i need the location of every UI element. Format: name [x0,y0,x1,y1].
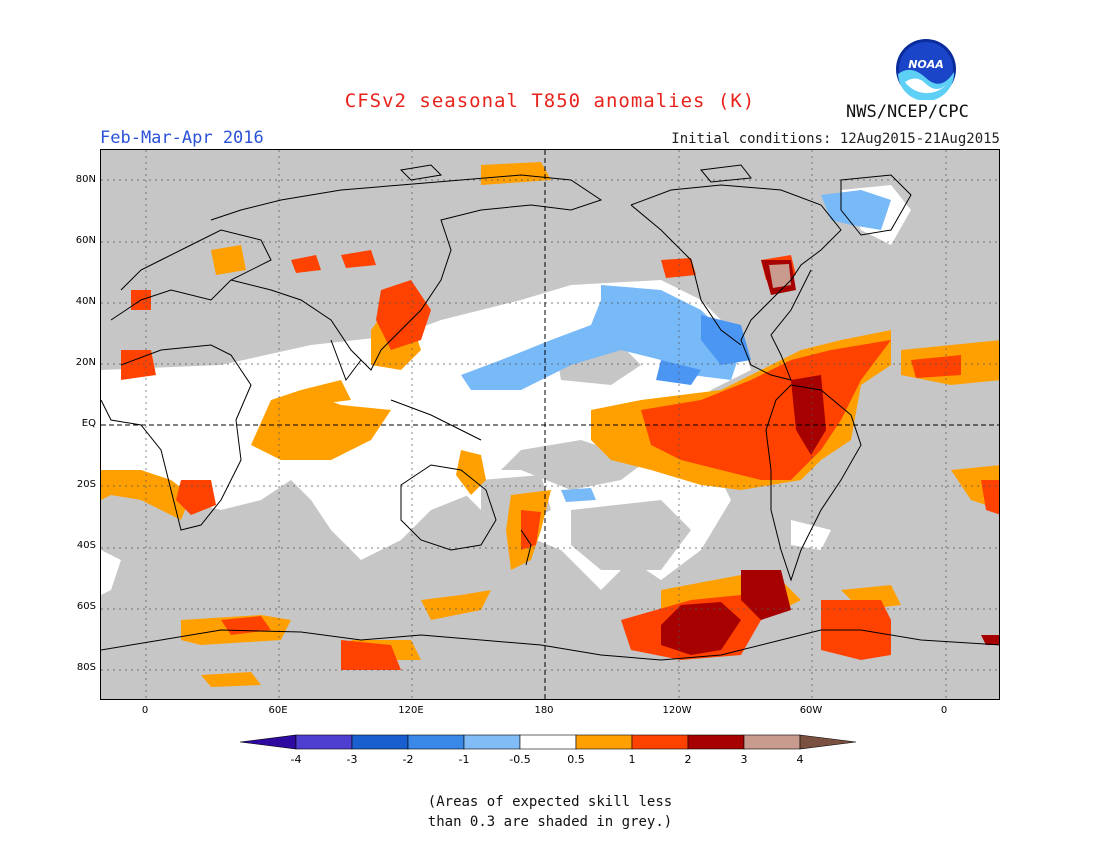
colorbar-cell [295,734,353,750]
colorbar: -4 -3 -2 -1 -0.5 0.5 1 2 3 4 [239,734,857,766]
lon-tick-label: 60E [268,705,288,716]
coastlines [101,164,999,661]
colorbar-cell [519,734,577,750]
season-label: Feb-Mar-Apr 2016 [100,128,264,148]
colorbar-label: -0.5 [509,753,530,766]
footnote-line-1: (Areas of expected skill less [427,794,673,810]
lon-tick-label: 120W [662,705,692,716]
anomaly-map [100,149,1000,700]
lat-tick-label: 40S [76,540,96,551]
colorbar-arrow-right [799,734,857,750]
colorbar-label: -4 [291,753,302,766]
colorbar-labels: -4 -3 -2 -1 -0.5 0.5 1 2 3 4 [291,753,804,766]
colorbar-label: -3 [347,753,358,766]
agency-label: NWS/NCEP/CPC [846,102,969,122]
colorbar-cell [743,734,801,750]
lat-tick-label: 20N [75,357,96,368]
map-title: CFSv2 seasonal T850 anomalies (K) [344,90,756,112]
noaa-logo: NOAA [896,39,956,100]
logo-text: NOAA [908,58,944,71]
main-axes [101,150,999,699]
lon-tick-label: 60W [799,705,823,716]
map-canvas [101,150,999,699]
lat-tick-label: 60S [76,601,96,612]
lat-tick-label: EQ [81,418,96,429]
lon-tick-label: 0 [940,705,948,716]
colorbar-cell [407,734,465,750]
colorbar-label: 4 [797,753,804,766]
lat-tick-label: 80S [76,662,96,673]
pink-anomalies [769,264,791,288]
graticule [101,150,999,699]
colorbar-label: 3 [741,753,748,766]
lat-tick-label: 60N [75,235,96,246]
colorbar-label: 0.5 [567,753,585,766]
lon-tick-label: 180 [534,705,554,716]
colorbar-cell [463,734,521,750]
colorbar-label: -1 [459,753,470,766]
initial-conditions-label: Initial conditions: 12Aug2015-21Aug2015 [671,131,1000,147]
lat-tick-label: 80N [75,174,96,185]
colorbar-cell [351,734,409,750]
colorbar-cell [687,734,745,750]
colorbar-cells [239,734,857,750]
footnote-line-2: than 0.3 are shaded in grey.) [427,814,673,830]
colorbar-label: -2 [403,753,414,766]
footnote: (Areas of expected skill less than 0.3 a… [0,792,1100,832]
lat-tick-label: 20S [76,479,96,490]
colorbar-cell [631,734,689,750]
colorbar-arrow-left [239,734,297,750]
colorbar-cell [575,734,633,750]
lon-tick-label: 120E [398,705,424,716]
lat-tick-label: 40N [75,296,96,307]
colorbar-label: 1 [629,753,636,766]
lon-tick-label: 0 [141,705,149,716]
colorbar-label: 2 [685,753,692,766]
